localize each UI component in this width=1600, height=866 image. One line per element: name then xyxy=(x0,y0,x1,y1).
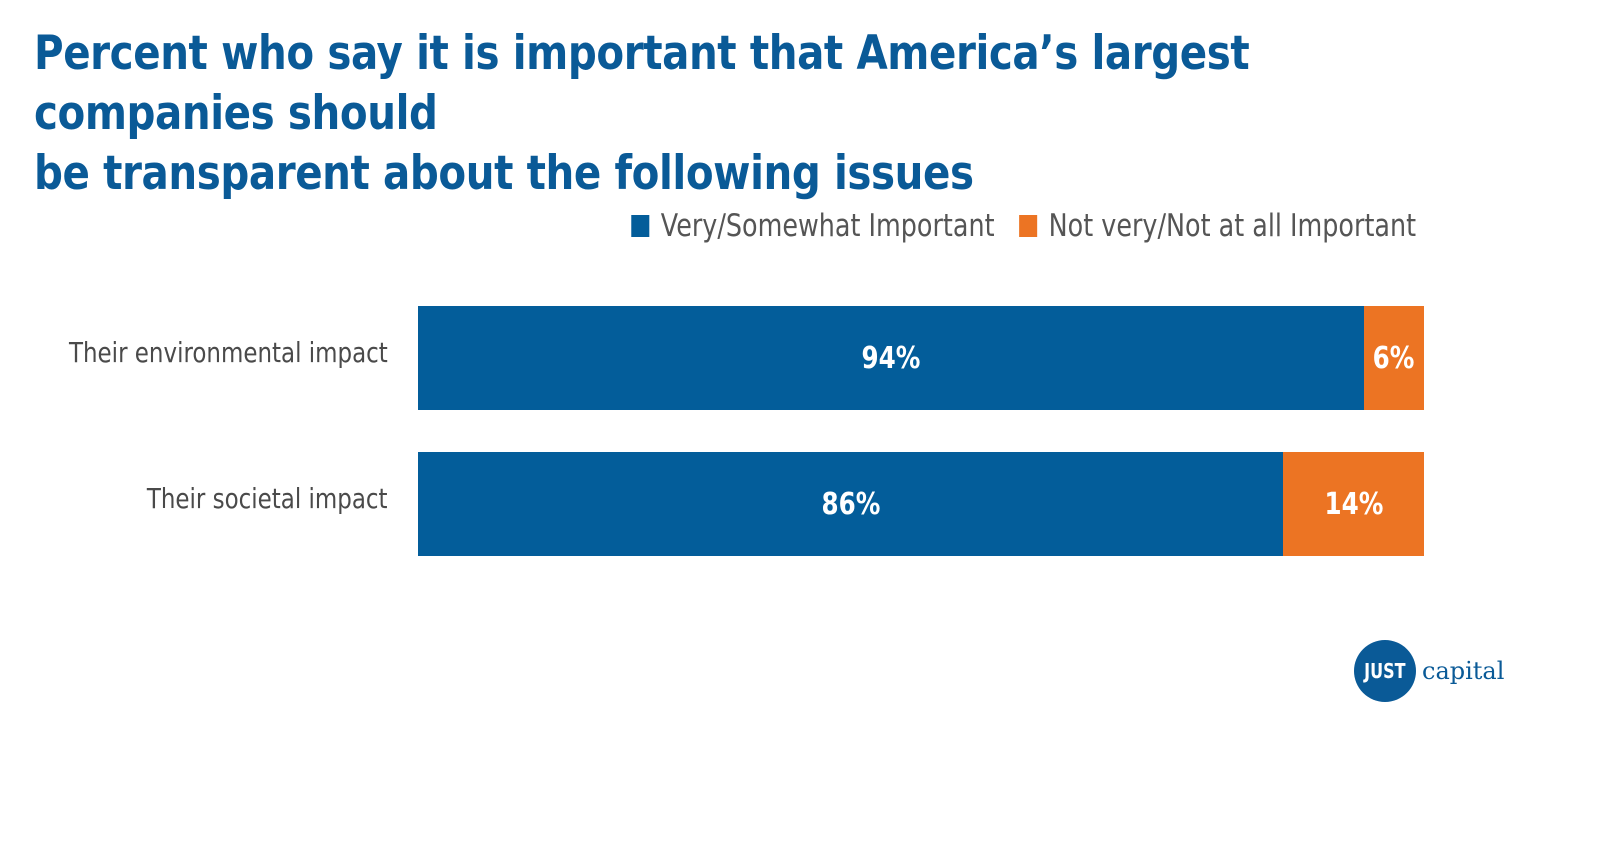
bar-segment-important: 94% xyxy=(418,306,1364,410)
legend-swatch-orange xyxy=(1019,215,1038,237)
logo-circle: JUST xyxy=(1354,640,1416,702)
bar-segment-important: 86% xyxy=(418,452,1284,556)
legend-swatch-blue xyxy=(631,215,650,237)
legend-label: Not very/Not at all Important xyxy=(1048,208,1416,244)
category-label: Their environmental impact xyxy=(69,336,388,369)
just-capital-logo: JUST capital xyxy=(1354,640,1504,702)
legend: Very/Somewhat Important Not very/Not at … xyxy=(607,208,1416,244)
bar-segment-not-important: 14% xyxy=(1283,452,1424,556)
bar-segment-not-important: 6% xyxy=(1363,306,1424,410)
legend-item-not-important: Not very/Not at all Important xyxy=(1019,208,1416,244)
logo-text: capital xyxy=(1422,657,1505,685)
data-label: 14% xyxy=(1324,486,1384,522)
data-label: 94% xyxy=(861,340,921,376)
data-label: 6% xyxy=(1372,340,1415,376)
legend-label: Very/Somewhat Important xyxy=(660,208,995,244)
logo-mark: JUST xyxy=(1364,659,1406,683)
chart-title: Percent who say it is important that Ame… xyxy=(34,24,1324,204)
chart-title-line-1: Percent who say it is important that Ame… xyxy=(34,26,1250,141)
data-label: 86% xyxy=(821,486,881,522)
category-label: Their societal impact xyxy=(147,482,388,515)
chart-title-line-2: be transparent about the following issue… xyxy=(34,146,974,201)
legend-item-very-somewhat-important: Very/Somewhat Important xyxy=(631,208,994,244)
